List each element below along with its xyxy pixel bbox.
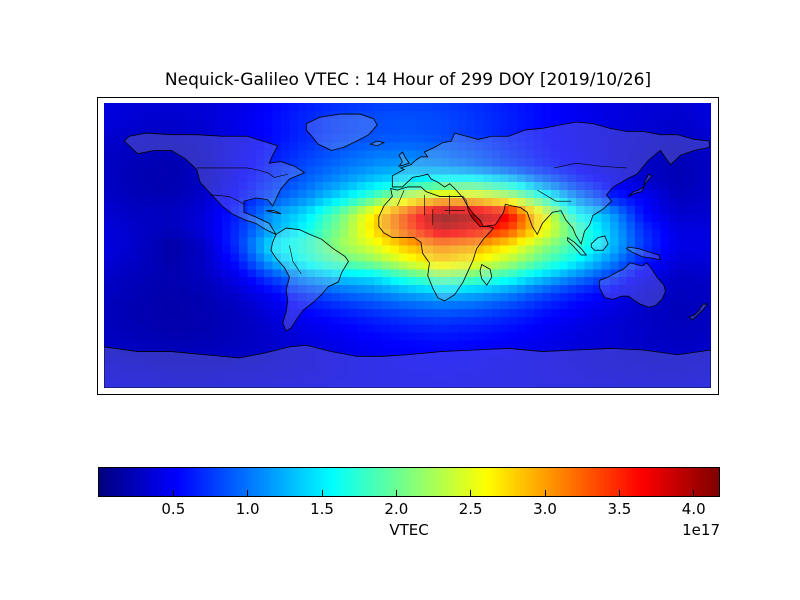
colorbar-axis-label: VTEC [389,521,429,539]
colorbar-tick [321,490,323,496]
colorbar-tick [172,490,174,496]
colorbar-tick-label: 2.5 [458,500,483,518]
colorbar [98,467,720,497]
coastline-path [124,133,304,234]
coastline-path [568,238,587,255]
colorbar-tick-label: 1.0 [235,500,260,518]
coastline-path [306,114,377,150]
colorbar-gradient-canvas [99,468,719,496]
colorbar-tick [395,490,397,496]
colorbar-tick-label: 4.0 [681,500,706,518]
coastline-path [689,304,708,320]
coastline-path [627,247,661,260]
vtec-heatmap-canvas [104,103,711,388]
coastline-path [399,152,409,166]
coastline-overlay [104,103,711,388]
coastline-path [266,211,281,214]
coastline-path [379,187,494,301]
coastline-path [600,263,666,307]
colorbar-tick-label: 0.5 [161,500,186,518]
country-border-path [210,195,244,205]
coastline-path [591,236,608,250]
country-border-path [397,190,404,206]
coastline-path [628,174,652,196]
chart-title: Nequick-Galileo VTEC : 14 Hour of 299 DO… [164,70,652,90]
colorbar-tick-label: 3.5 [607,500,632,518]
coastline-path [392,122,709,244]
coastline-path [370,141,383,146]
colorbar-tick-label: 3.0 [533,500,557,518]
colorbar-tick [618,490,620,496]
coastline-path [271,228,349,331]
world-map [104,103,711,388]
colorbar-tick [693,490,695,496]
country-border-path [554,163,627,168]
country-border-path [289,246,301,275]
coastline-path [104,345,711,388]
colorbar-tick [544,490,546,496]
country-border-path [197,168,288,178]
colorbar-tick [247,490,249,496]
colorbar-tick-label: 1.5 [310,500,334,518]
country-border-path [537,190,571,201]
colorbar-tick [470,490,472,496]
coastline-path [480,265,492,286]
colorbar-offset-text: 1e17 [682,521,720,539]
colorbar-tick-label: 2.0 [384,500,409,518]
